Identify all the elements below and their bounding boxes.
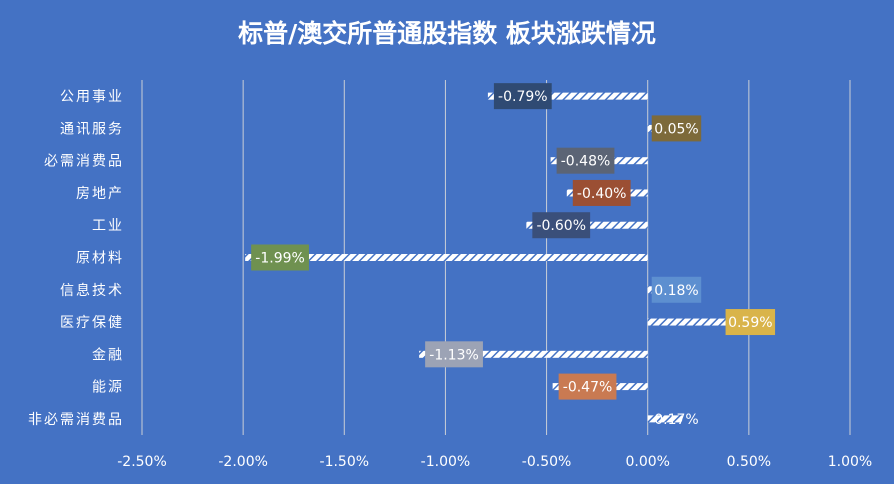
- bar: [245, 254, 648, 261]
- category-label: 非必需消费品: [28, 412, 124, 428]
- category-label: 金融: [92, 347, 124, 363]
- data-label-box: [425, 341, 483, 368]
- data-label: -0.40%: [577, 186, 627, 202]
- category-label: 工业: [92, 218, 124, 234]
- bar: [647, 318, 768, 326]
- x-tick-label: -1.50%: [320, 454, 370, 470]
- x-tick-label: 1.00%: [828, 454, 872, 470]
- data-label: -1.13%: [429, 347, 479, 363]
- x-tick-label: 0.00%: [625, 454, 669, 470]
- data-label-box: [651, 115, 702, 142]
- category-label: 医疗保健: [60, 315, 124, 331]
- data-label-box: [493, 83, 552, 110]
- x-tick-label: -2.50%: [117, 454, 167, 470]
- data-label: -0.48%: [561, 154, 611, 170]
- category-label: 原材料: [76, 251, 124, 267]
- x-tick-label: 0.50%: [727, 454, 771, 470]
- data-label-box: [556, 147, 615, 174]
- data-label: -1.99%: [255, 251, 305, 267]
- data-label-box: [251, 244, 309, 271]
- data-label-box: [558, 373, 617, 400]
- bar: [487, 92, 648, 100]
- category-label: 信息技术: [60, 282, 124, 299]
- data-label: -0.47%: [563, 380, 613, 396]
- data-label: 0.17%: [654, 412, 698, 428]
- data-label-box: [725, 309, 776, 336]
- data-label: 0.59%: [728, 315, 772, 331]
- bar: [419, 350, 648, 358]
- data-label: 0.18%: [654, 283, 698, 299]
- category-label: 能源: [92, 380, 124, 396]
- data-label-box: [651, 276, 702, 303]
- data-label: -0.79%: [498, 89, 548, 105]
- x-tick-label: -1.00%: [421, 454, 471, 470]
- chart-title: 标普/澳交所普通股指数 板块涨跌情况: [238, 19, 656, 48]
- category-label: 通讯服务: [60, 121, 124, 137]
- data-label-box: [572, 179, 631, 206]
- x-tick-label: -0.50%: [522, 454, 572, 470]
- data-label: -0.60%: [536, 218, 586, 234]
- category-label: 必需消费品: [44, 154, 124, 170]
- data-label: 0.05%: [654, 121, 698, 137]
- x-tick-label: -2.00%: [218, 454, 268, 470]
- category-label: 公用事业: [60, 89, 124, 105]
- data-label-box: [532, 212, 591, 239]
- category-label: 房地产: [76, 186, 124, 202]
- bar: [647, 415, 683, 423]
